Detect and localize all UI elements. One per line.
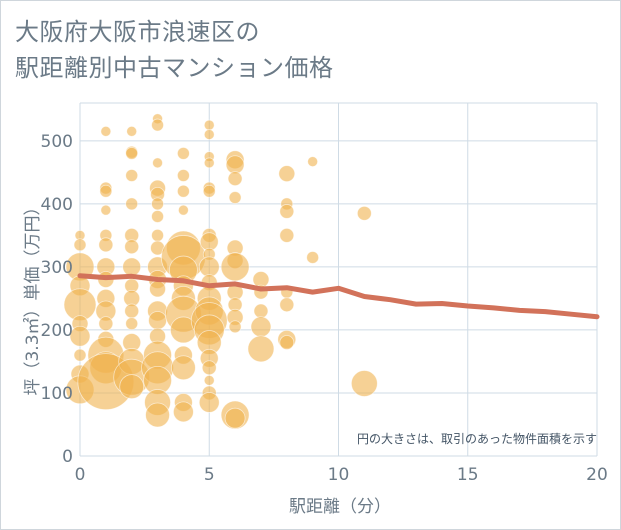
bubble-point <box>225 155 245 175</box>
size-note: 円の大きさは、取引のあった物件面積を示す <box>357 431 597 446</box>
bubble-point <box>228 320 242 334</box>
bubble-point <box>350 370 378 397</box>
bubble-point <box>98 316 114 332</box>
bubble-point <box>176 184 190 198</box>
bubble-point <box>170 355 196 381</box>
bubble-point <box>100 125 112 137</box>
bubble-point <box>69 325 91 347</box>
y-tick-label-0: 0 <box>62 447 73 467</box>
bubble-point <box>124 239 140 255</box>
chart-title: 大阪府大阪市浪速区の 駅距離別中古マンション価格 <box>15 14 535 86</box>
bubble-point <box>99 184 113 198</box>
bubble-point <box>278 165 296 183</box>
bubble-point <box>148 311 167 330</box>
x-tick-label-2: 10 <box>328 465 350 485</box>
bubble-point <box>145 402 170 428</box>
bubble-point <box>151 228 164 242</box>
bubble-point <box>122 257 142 277</box>
bubble-point <box>126 125 138 137</box>
bubble-point <box>203 157 215 169</box>
bubble-point <box>198 256 220 278</box>
x-tick-label-4: 20 <box>586 465 608 485</box>
bubble-point <box>198 392 220 413</box>
bubble-point <box>119 374 145 400</box>
bubble-point <box>247 335 275 363</box>
bubble-point <box>250 316 272 338</box>
bubble-point <box>279 204 295 219</box>
bubble-point <box>73 238 87 252</box>
bubble-point <box>202 184 216 198</box>
trend-layer <box>77 273 600 320</box>
bubble-point <box>203 374 215 386</box>
bubble-point <box>100 204 112 216</box>
chart-title-line-1: 大阪府大阪市浪速区の <box>15 18 260 46</box>
bubble-layer <box>63 113 378 430</box>
bubble-point <box>98 237 114 253</box>
bubble-point <box>149 280 166 298</box>
y-tick-label-1: 100 <box>41 384 73 404</box>
bubble-point <box>253 303 269 319</box>
y-tick-label-2: 200 <box>41 321 73 341</box>
x-tick-label-1: 5 <box>204 465 215 485</box>
bubble-point <box>124 303 140 319</box>
bubble-point <box>152 157 163 169</box>
bubble-point <box>151 118 164 132</box>
x-axis-title: 駅距離（分） <box>289 497 391 517</box>
bubble-point <box>306 251 320 264</box>
bubble-point <box>73 348 87 362</box>
bubble-point <box>201 360 217 376</box>
bubble-point <box>151 210 164 223</box>
chart-title-line-2: 駅距離別中古マンション価格 <box>15 54 334 82</box>
bubble-point <box>177 204 189 216</box>
bubble-point <box>203 129 215 140</box>
bubble-point <box>220 252 250 282</box>
bubble-point <box>228 191 242 204</box>
y-tick-label-3: 300 <box>41 258 73 278</box>
bubble-point <box>125 197 139 211</box>
bubble-point <box>125 147 139 160</box>
bubble-point <box>279 335 295 350</box>
average-price-line <box>77 273 600 320</box>
y-tick-label-4: 400 <box>41 195 73 215</box>
y-tick-label-5: 500 <box>41 132 73 152</box>
bubble-point <box>279 297 295 313</box>
bubble-point <box>176 147 190 160</box>
bubble-point <box>125 169 139 182</box>
bubble-point <box>125 317 139 331</box>
bubble-point <box>227 171 243 187</box>
bubble-point <box>151 197 164 211</box>
x-tick-label-0: 0 <box>75 465 86 485</box>
bubble-point <box>203 119 215 131</box>
bubble-point <box>176 169 190 182</box>
x-tick-label-3: 15 <box>457 465 479 485</box>
bubble-point <box>307 156 319 168</box>
bubble-point <box>224 407 246 429</box>
bubble-point <box>356 205 372 221</box>
y-axis-title: 坪（3.3㎡）単価（万円） <box>23 198 43 395</box>
bubble-point <box>172 401 194 423</box>
bubble-point <box>279 227 295 243</box>
